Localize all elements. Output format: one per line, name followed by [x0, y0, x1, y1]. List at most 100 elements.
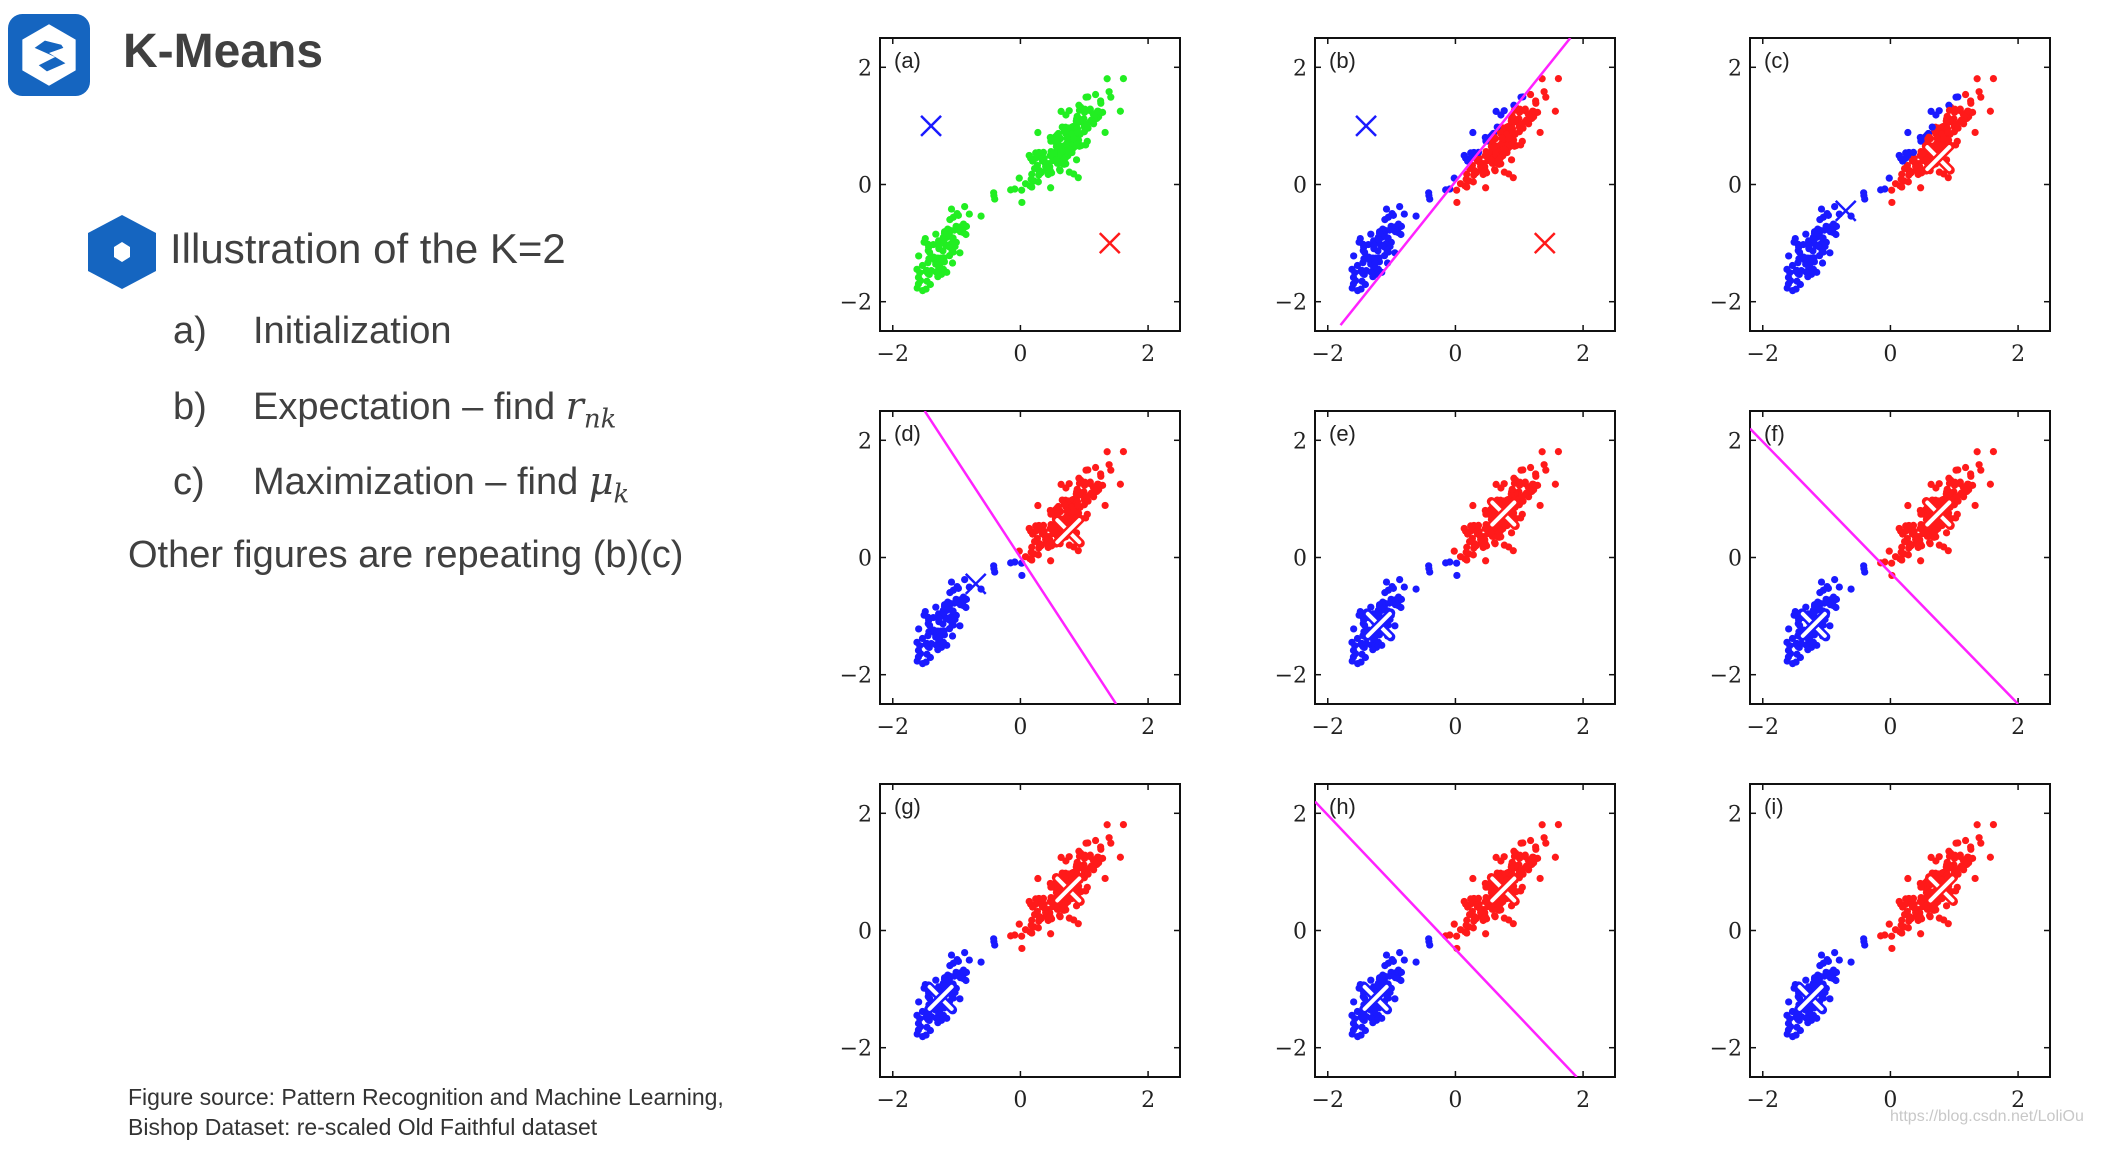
data-point [1359, 259, 1367, 267]
data-point [1951, 105, 1959, 113]
centroid-marker [1921, 497, 1955, 531]
data-point [1888, 944, 1896, 953]
data-point [1119, 820, 1128, 829]
centroid-marker [1051, 514, 1085, 548]
data-point [1453, 932, 1461, 940]
data-point [948, 620, 956, 628]
data-point [1057, 107, 1065, 116]
data-point [1973, 821, 1981, 829]
watermark: https://blog.csdn.net/LoliOu [1890, 1108, 2084, 1125]
data-point [1465, 910, 1474, 919]
data-point [1400, 583, 1408, 591]
x-tick-label: 2 [2011, 1088, 2025, 1113]
y-tick-label: 2 [1728, 429, 1742, 454]
s-logo-icon [8, 14, 90, 96]
repeating-note: Other figures are repeating (b)(c) [128, 534, 684, 576]
data-point [1954, 497, 1962, 505]
data-point [914, 646, 923, 655]
data-point [1047, 137, 1055, 145]
data-point [1469, 874, 1477, 883]
data-point [1487, 156, 1495, 164]
data-point [1945, 106, 1954, 114]
data-point [1500, 914, 1508, 922]
data-point [1885, 920, 1893, 928]
data-point [1509, 547, 1517, 555]
data-point [1075, 479, 1084, 487]
x-tick-label: 0 [1883, 715, 1897, 740]
data-point [1116, 480, 1124, 488]
data-point [1382, 951, 1391, 959]
data-point [1973, 75, 1981, 83]
math-r-nk: rnk [565, 384, 617, 435]
data-point [1532, 843, 1540, 851]
data-point [1877, 932, 1885, 940]
data-point [1902, 150, 1911, 158]
data-point [914, 1026, 923, 1034]
data-point [1091, 90, 1100, 99]
scatter-plot-svg: −2 0 2 −2 0 2 (a) [840, 37, 1181, 367]
x-tick-label: 2 [1576, 342, 1590, 367]
data-point [1785, 625, 1793, 633]
scatter-panel-g: −2 0 2 −2 0 2 (g) [840, 776, 1250, 1156]
scatter-plot-svg: −2 0 2 −2 0 2 (i) [1710, 783, 2051, 1113]
panel-label: (h) [1329, 794, 1356, 819]
data-point [1528, 107, 1537, 115]
data-point [1047, 557, 1055, 565]
data-point [1789, 1033, 1797, 1041]
data-point [1517, 466, 1525, 474]
data-point [959, 220, 968, 228]
x-tick-label: −2 [877, 342, 909, 367]
data-point [1542, 466, 1550, 474]
data-point [1793, 650, 1801, 658]
data-point [1810, 609, 1818, 617]
y-tick-label: −2 [1275, 291, 1307, 316]
data-point [1375, 236, 1383, 244]
data-point [915, 998, 923, 1006]
data-point [1374, 247, 1382, 255]
data-point [961, 203, 969, 211]
panel-label: (f) [1764, 421, 1785, 446]
data-point [1824, 584, 1832, 592]
data-point [1382, 205, 1391, 213]
data-point [1469, 551, 1477, 559]
data-point [924, 259, 932, 267]
centroid-marker [964, 572, 987, 595]
data-point [1065, 853, 1073, 861]
data-point [1007, 932, 1015, 940]
data-point [1030, 164, 1039, 173]
data-point [1384, 234, 1392, 242]
data-point [1909, 148, 1918, 157]
list-item-text: Initialization [253, 310, 452, 352]
data-point [936, 632, 944, 641]
data-point [1532, 97, 1540, 105]
data-point [1047, 930, 1055, 938]
data-point [1517, 514, 1525, 522]
data-point [1967, 470, 1975, 478]
data-point [914, 1019, 923, 1028]
data-point [1412, 212, 1420, 220]
data-point [1952, 93, 1960, 101]
data-point [1832, 976, 1840, 985]
data-point [1358, 1023, 1366, 1031]
data-point [1453, 186, 1461, 194]
centroid-marker [1355, 115, 1377, 137]
decision-boundary [1750, 427, 2019, 704]
data-point [946, 589, 954, 597]
data-point [1029, 530, 1037, 538]
centroid-marker [1486, 872, 1520, 906]
data-point [923, 277, 931, 285]
data-point [940, 236, 948, 244]
data-point [1086, 851, 1094, 859]
list-item-letter: b) [173, 386, 207, 428]
data-point [1493, 869, 1501, 877]
data-point [1495, 156, 1503, 164]
data-point [1521, 851, 1529, 859]
x-tick-label: 0 [1013, 342, 1027, 367]
data-point [1075, 106, 1084, 114]
data-point [1074, 547, 1082, 555]
data-point [1831, 949, 1839, 957]
x-tick-label: −2 [1747, 342, 1779, 367]
data-point [1063, 507, 1071, 515]
data-point [1967, 843, 1975, 851]
data-point [991, 195, 999, 203]
